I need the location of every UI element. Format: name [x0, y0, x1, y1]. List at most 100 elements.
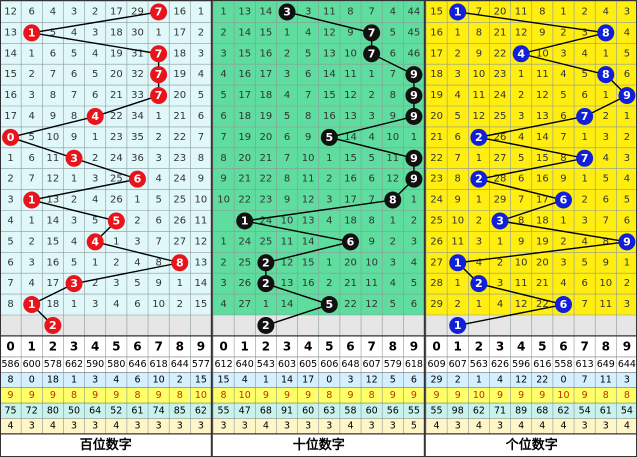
- digit-header: 1: [454, 339, 462, 353]
- missing-count: 7: [368, 6, 374, 17]
- missing-count: 3: [71, 215, 77, 226]
- stat-value: 63: [323, 405, 335, 416]
- missing-count: 24: [238, 236, 251, 247]
- digit-header: 2: [475, 339, 483, 353]
- trend-line: [73, 157, 138, 180]
- missing-count: 14: [536, 132, 549, 143]
- missing-count: 3: [92, 27, 98, 38]
- missing-count: 1: [624, 257, 630, 268]
- missing-count: 23: [260, 195, 273, 206]
- missing-count: 3: [497, 278, 503, 289]
- missing-count: 1: [263, 299, 269, 310]
- missing-count: 24: [173, 174, 186, 185]
- missing-count: 18: [344, 215, 357, 226]
- draw-digit: 9: [410, 110, 418, 123]
- draw-digit: 9: [410, 89, 418, 102]
- missing-count: 27: [238, 299, 251, 310]
- missing-count: 11: [536, 69, 549, 80]
- digit-header: 5: [325, 339, 333, 353]
- digit-header: 0: [219, 339, 227, 353]
- trend-line: [499, 220, 628, 243]
- missing-count: 19: [536, 236, 549, 247]
- stat-value: 3: [92, 421, 98, 432]
- draw-ball: [257, 254, 275, 272]
- missing-count: 4: [368, 132, 374, 143]
- missing-count: 3: [581, 215, 587, 226]
- missing-count: 7: [71, 90, 77, 101]
- stat-value: 8: [8, 375, 14, 386]
- draw-digit: 8: [602, 68, 610, 81]
- draw-digit: 2: [262, 277, 270, 290]
- missing-count: 5: [71, 48, 77, 59]
- stat-value: 62: [473, 405, 485, 416]
- missing-count: 5: [198, 90, 204, 101]
- draw-digit: 5: [325, 298, 333, 311]
- missing-count: 4: [497, 299, 503, 310]
- missing-count: 7: [368, 195, 374, 206]
- draw-ball: [320, 128, 338, 146]
- draw-digit: 1: [28, 298, 36, 311]
- digit-header: 3: [283, 339, 291, 353]
- draw-digit: 7: [155, 89, 163, 102]
- draw-ball: [618, 87, 636, 105]
- missing-count: 4: [390, 6, 396, 17]
- trend-line: [499, 199, 564, 222]
- missing-count: 15: [323, 90, 336, 101]
- missing-count: 6: [92, 90, 98, 101]
- missing-count: 1: [560, 215, 566, 226]
- missing-count: 11: [365, 278, 378, 289]
- missing-count: 4: [326, 215, 332, 226]
- draw-ball: [278, 3, 296, 21]
- missing-count: 1: [198, 6, 204, 17]
- draw-digit: 3: [70, 277, 78, 290]
- missing-count: 9: [284, 195, 290, 206]
- draw-ball: [257, 316, 275, 334]
- missing-count: 4: [284, 90, 290, 101]
- missing-count: 8: [155, 257, 161, 268]
- stat-value: 54: [579, 405, 591, 416]
- missing-count: 18: [173, 48, 186, 59]
- missing-count: 2: [476, 215, 482, 226]
- draw-digit: 2: [49, 319, 57, 332]
- missing-count: 3: [284, 69, 290, 80]
- missing-count: 7: [198, 132, 204, 143]
- stat-value: 3: [455, 421, 461, 432]
- missing-count: 7: [305, 90, 311, 101]
- stat-value: 662: [65, 359, 83, 370]
- missing-count: 2: [198, 27, 204, 38]
- draw-digit: 1: [454, 319, 462, 332]
- missing-count: 21: [110, 90, 123, 101]
- draw-digit: 2: [262, 319, 270, 332]
- missing-count: 19: [238, 132, 251, 143]
- missing-count: 3: [368, 111, 374, 122]
- missing-count: 35: [131, 132, 144, 143]
- missing-count: 25: [238, 257, 251, 268]
- stat-value: 9: [8, 390, 14, 401]
- digit-header: 8: [389, 339, 397, 353]
- missing-count: 13: [323, 48, 336, 59]
- missing-count: 3: [411, 236, 417, 247]
- missing-count: 6: [368, 174, 374, 185]
- missing-count: 8: [603, 236, 609, 247]
- missing-count: 21: [173, 111, 186, 122]
- trend-line: [31, 32, 159, 55]
- missing-count: 1: [581, 174, 587, 185]
- stat-value: 14: [281, 375, 293, 386]
- stat-value: 605: [299, 359, 317, 370]
- trend-line: [95, 241, 180, 264]
- draw-digit: 9: [623, 89, 631, 102]
- missing-count: 24: [494, 90, 507, 101]
- draw-digit: 2: [475, 277, 483, 290]
- missing-count: 6: [29, 6, 35, 17]
- stat-value: 18: [47, 375, 59, 386]
- stat-value: 9: [497, 390, 503, 401]
- stat-value: 7: [582, 375, 588, 386]
- missing-count: 45: [408, 27, 421, 38]
- missing-count: 9: [220, 174, 226, 185]
- draw-ball: [597, 24, 615, 42]
- missing-count: 15: [195, 299, 208, 310]
- missing-count: 22: [344, 299, 357, 310]
- stat-value: 3: [582, 421, 588, 432]
- missing-count: 12: [47, 174, 60, 185]
